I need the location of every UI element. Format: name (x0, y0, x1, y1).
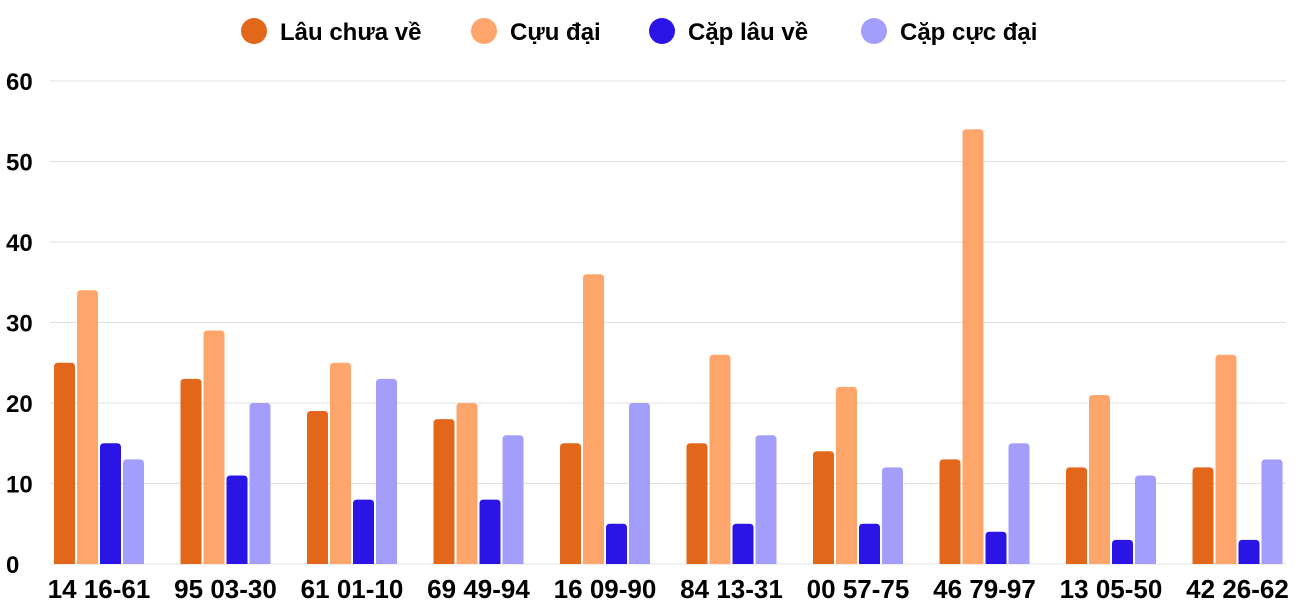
bar (1238, 539, 1260, 564)
bar (629, 403, 650, 564)
bar (456, 403, 478, 564)
category-label: 00 57-75 (807, 574, 910, 600)
bar (755, 435, 777, 564)
y-tick-label: 30 (6, 311, 33, 338)
bar (54, 362, 75, 564)
legend: Lâu chưa về Cựu đại Cặp lâu về Cặp cực đại (241, 18, 1037, 46)
category-label: 14 16-61 (48, 574, 151, 600)
y-tick-label: 40 (6, 230, 33, 257)
bar (686, 443, 708, 564)
bar (100, 443, 121, 564)
legend-label: Cặp lâu về (688, 19, 808, 46)
bar (1192, 467, 1214, 564)
bar (1089, 394, 1110, 564)
bar (606, 523, 627, 564)
bar (939, 459, 961, 564)
category-label: 95 03-30 (174, 574, 277, 600)
bars (54, 129, 1283, 565)
bar (203, 330, 225, 564)
bar (882, 467, 903, 564)
bar (985, 531, 1007, 564)
bar (353, 499, 374, 564)
bar (962, 129, 984, 565)
legend-label: Lâu chưa về (280, 19, 421, 46)
bar (732, 523, 754, 564)
legend-label: Cựu đại (510, 19, 601, 46)
bar (836, 386, 857, 564)
bar (77, 290, 98, 564)
bar (330, 362, 351, 564)
bar (583, 274, 604, 564)
bar (560, 443, 581, 564)
bar (813, 451, 834, 564)
category-label: 13 05-50 (1060, 574, 1163, 600)
bar (180, 378, 202, 564)
bar (307, 411, 328, 564)
y-tick-label: 10 (6, 472, 33, 499)
y-tick-label: 20 (6, 391, 33, 418)
y-tick-label: 0 (6, 552, 19, 579)
bar (249, 403, 271, 564)
category-label: 16 09-90 (554, 574, 657, 600)
bar (1215, 354, 1237, 564)
bar (123, 459, 144, 564)
y-axis: 0 10 20 30 40 50 60 (6, 69, 33, 579)
category-label: 84 13-31 (680, 574, 783, 600)
y-tick-label: 60 (6, 69, 33, 96)
bar (1112, 539, 1133, 564)
bar (376, 378, 397, 564)
bar (1008, 443, 1030, 564)
category-label: 42 26-62 (1186, 574, 1289, 600)
bar (226, 475, 248, 564)
y-tick-label: 50 (6, 150, 33, 177)
bar (1261, 459, 1283, 564)
legend-swatch (471, 18, 497, 44)
bar (1135, 475, 1156, 564)
bar (502, 435, 524, 564)
bar (859, 523, 880, 564)
bar (479, 499, 501, 564)
legend-swatch (241, 18, 267, 44)
category-label: 46 79-97 (933, 574, 1036, 600)
bar (433, 419, 455, 564)
legend-label: Cặp cực đại (900, 19, 1037, 46)
category-label: 61 01-10 (301, 574, 404, 600)
bar (1066, 467, 1087, 564)
x-axis: 14 16-61 95 03-30 61 01-10 69 49-94 16 09-90… (48, 574, 1289, 600)
category-label: 69 49-94 (427, 574, 530, 600)
bar (709, 354, 731, 564)
legend-swatch (649, 18, 675, 44)
legend-swatch (861, 18, 887, 44)
